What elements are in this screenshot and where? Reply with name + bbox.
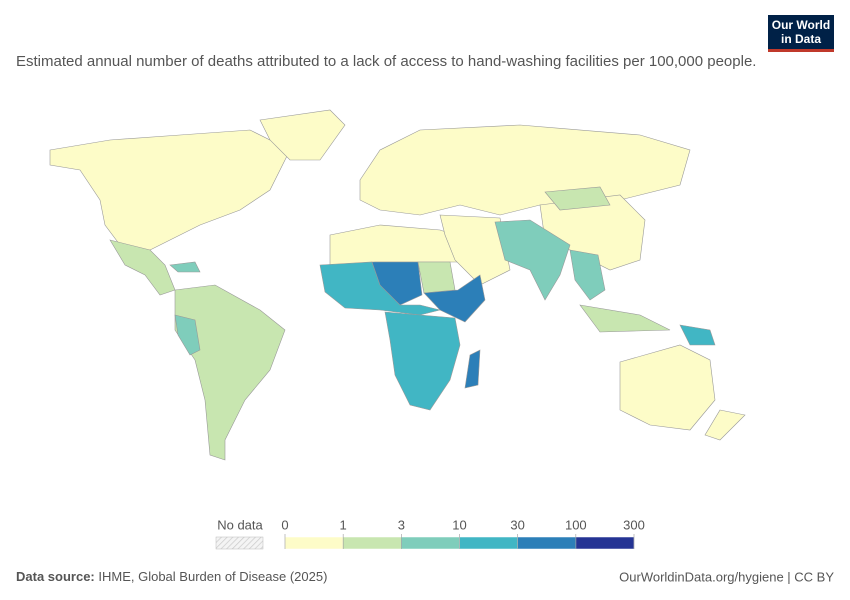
legend-tick-label: 0 (281, 517, 288, 532)
chart-title: Estimated annual number of deaths attrib… (16, 53, 756, 70)
logo-box (768, 15, 834, 49)
source: Data source: IHME, Global Burden of Dise… (16, 569, 327, 584)
legend-tick-label: 10 (452, 517, 466, 532)
legend-swatch (342, 536, 402, 550)
footer-link[interactable]: OurWorldinData.org/hygiene | CC BY (619, 569, 834, 584)
legend: No data 0 1 3 10 30 100 300 (215, 517, 645, 550)
peru[interactable] (174, 314, 201, 356)
sahel[interactable] (371, 261, 423, 306)
southern-africa[interactable] (384, 311, 461, 411)
map (49, 109, 746, 461)
legend-tick-label: 1 (340, 517, 347, 532)
source-text: IHME, Global Burden of Disease (2025) (98, 569, 327, 584)
south-asia[interactable] (494, 219, 571, 301)
logo-underline (768, 49, 834, 52)
no-data-label: No data (217, 517, 263, 532)
madagascar[interactable] (464, 349, 481, 389)
legend-swatch (459, 536, 518, 550)
legend-tick-label: 300 (623, 517, 645, 532)
southeast-asia[interactable] (569, 249, 606, 301)
source-label: Data source: (16, 569, 95, 584)
mongolia[interactable] (544, 186, 611, 211)
greenland[interactable] (259, 109, 346, 161)
no-data-swatch (215, 536, 264, 550)
legend-tick-label: 30 (510, 517, 524, 532)
legend-swatch (401, 536, 460, 550)
legend-tick-label: 100 (565, 517, 587, 532)
legend-swatch (517, 536, 577, 550)
europe-russia[interactable] (359, 124, 691, 216)
new-zealand[interactable] (704, 409, 746, 441)
australia[interactable] (619, 344, 716, 431)
legend-swatch (284, 536, 344, 550)
north-america[interactable] (49, 129, 291, 256)
papua-new-guinea[interactable] (679, 324, 716, 346)
south-america[interactable] (174, 284, 286, 461)
logo-text: Our World (772, 18, 830, 32)
legend-swatch (575, 536, 635, 550)
logo[interactable]: Our World in Data (768, 15, 834, 52)
legend-tick-label: 3 (398, 517, 405, 532)
central-america[interactable] (109, 239, 176, 296)
logo-text: in Data (781, 32, 821, 46)
indonesia[interactable] (579, 304, 671, 333)
horn-of-africa[interactable] (423, 274, 486, 323)
caribbean[interactable] (169, 261, 201, 273)
sudan[interactable] (417, 261, 456, 294)
